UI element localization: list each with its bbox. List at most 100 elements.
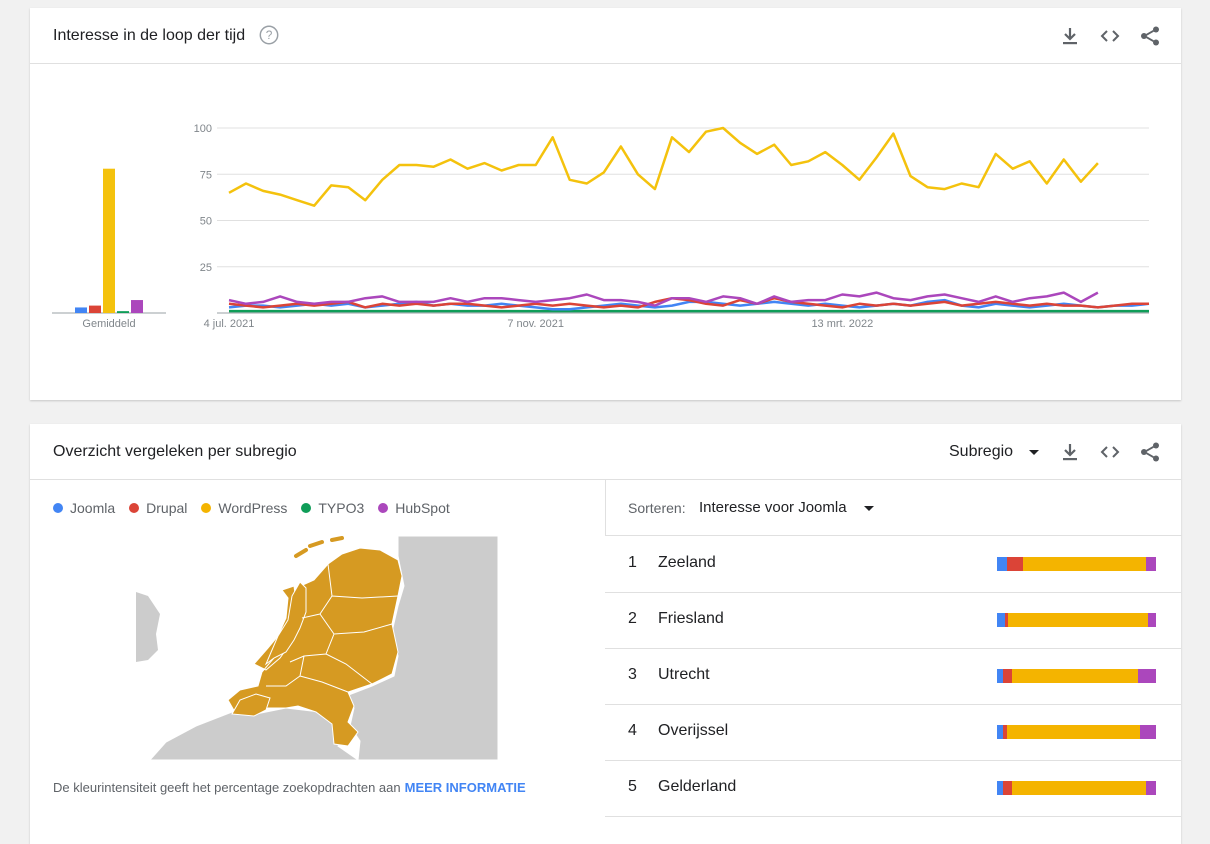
share-segment-joomla <box>997 613 1006 627</box>
region-row[interactable]: 3 Utrecht <box>605 648 1181 705</box>
avg-bar-joomla[interactable] <box>75 307 87 313</box>
interest-chart: 100 75 50 25 4 jul. 2021 7 nov. 2021 13 mrt. 2… <box>52 123 1150 330</box>
share-segment-drupal <box>1003 725 1007 739</box>
share-segment-drupal <box>1005 613 1009 627</box>
map-zeeland <box>231 693 271 717</box>
chevron-down-icon[interactable] <box>1029 450 1039 455</box>
legend-label: Joomla <box>70 500 116 516</box>
download-icon[interactable] <box>1058 440 1082 464</box>
share-segment-hubspot <box>1147 613 1156 627</box>
footnote-text: De kleurintensiteit geeft het percentage… <box>53 780 401 795</box>
map-north-holland <box>264 581 307 666</box>
share-segment-drupal <box>1003 669 1012 683</box>
map-belgium <box>149 707 359 760</box>
more-info-link[interactable]: MEER INFORMATIE <box>404 780 526 795</box>
header-divider <box>30 479 1181 480</box>
share-segment-wordpress <box>1011 669 1139 683</box>
share-segment-wordpress <box>1006 725 1140 739</box>
netherlands-map[interactable] <box>136 536 498 760</box>
region-share-bar <box>997 725 1156 739</box>
series-line-joomla[interactable] <box>228 298 1150 311</box>
region-name: Overijssel <box>658 722 729 739</box>
legend-dot <box>129 503 140 513</box>
avg-label: Gemiddeld <box>82 318 135 330</box>
interest-over-time-card: Interesse in de loop der tijd ? 100 75 50 2… <box>30 8 1181 400</box>
header-divider <box>30 63 1181 64</box>
region-selector[interactable]: Subregio <box>949 443 1013 461</box>
region-rank: 1 <box>628 554 637 571</box>
region-share-bar <box>997 781 1156 795</box>
legend-dot <box>53 503 63 513</box>
legend-label: Drupal <box>146 500 188 516</box>
map-germany <box>345 536 498 760</box>
help-icon[interactable]: ? <box>258 24 280 46</box>
y-tick-label: 50 <box>200 216 212 228</box>
share-segment-wordpress <box>1008 613 1148 627</box>
share-segment-wordpress <box>1011 781 1147 795</box>
region-share-bar <box>997 613 1156 627</box>
series-line-wordpress[interactable] <box>228 126 1099 207</box>
region-share-bar <box>997 669 1156 683</box>
share-segment-hubspot <box>1139 725 1156 739</box>
region-rank: 2 <box>628 610 637 627</box>
series-line-hubspot[interactable] <box>228 291 1099 307</box>
legend-label: TYPO3 <box>318 500 365 516</box>
avg-bar-drupal[interactable] <box>89 305 101 313</box>
subregion-card: Overzicht vergeleken per subregio Subreg… <box>30 424 1182 844</box>
sort-label: Sorteren: <box>628 500 686 516</box>
y-tick-label: 100 <box>194 123 212 135</box>
share-segment-hubspot <box>1138 669 1156 683</box>
share-segment-drupal <box>1003 781 1012 795</box>
region-row[interactable]: 4 Overijssel <box>605 704 1181 761</box>
share-segment-drupal <box>1006 557 1023 571</box>
legend-dot <box>378 503 389 513</box>
x-tick-label: 7 nov. 2021 <box>507 318 564 330</box>
region-rank: 5 <box>628 778 637 795</box>
region-row[interactable]: 5 Gelderland <box>605 760 1181 817</box>
share-segment-wordpress <box>1022 557 1147 571</box>
region-selector-label: Subregio <box>949 443 1014 460</box>
sort-dropdown[interactable]: Interesse voor Joomla <box>699 499 847 516</box>
legend-item-drupal: Drupal <box>129 500 187 516</box>
legend-dot <box>201 503 212 513</box>
avg-bar-hubspot[interactable] <box>131 300 143 313</box>
legend-item-hubspot: HubSpot <box>378 500 450 516</box>
share-segment-joomla <box>997 557 1007 571</box>
x-tick-label: 13 mrt. 2022 <box>811 318 873 330</box>
legend-item-joomla: Joomla <box>53 500 115 516</box>
chevron-down-icon[interactable] <box>864 506 874 511</box>
region-name: Zeeland <box>658 554 716 571</box>
x-tick-label: 4 jul. 2021 <box>204 318 255 330</box>
legend-label: WordPress <box>218 500 288 516</box>
legend-label: HubSpot <box>395 500 450 516</box>
map-footnote: De kleurintensiteit geeft het percentage… <box>53 780 526 795</box>
svg-text:?: ? <box>266 28 273 42</box>
sort-control <box>605 480 1182 536</box>
legend-item-typo3: TYPO3 <box>301 500 364 516</box>
share-icon[interactable] <box>1138 24 1162 48</box>
legend-item-wordpress: WordPress <box>201 500 287 516</box>
card-title-interest: Interesse in de loop der tijd <box>53 27 246 44</box>
avg-bar-wordpress[interactable] <box>103 168 115 313</box>
region-rank: 3 <box>628 666 637 683</box>
legend: Joomla Drupal WordPress TYPO3 HubSpot <box>53 500 450 516</box>
legend-dot <box>301 503 312 513</box>
share-segment-joomla <box>997 781 1004 795</box>
series-line-drupal[interactable] <box>228 296 1149 309</box>
share-icon[interactable] <box>1138 440 1162 464</box>
region-row[interactable]: 2 Friesland <box>605 592 1181 649</box>
region-name: Gelderland <box>658 778 737 795</box>
y-tick-label: 75 <box>200 169 212 181</box>
download-icon[interactable] <box>1058 24 1082 48</box>
share-segment-hubspot <box>1146 781 1156 795</box>
card-title-subregion: Overzicht vergeleken per subregio <box>53 443 297 460</box>
embed-icon[interactable] <box>1098 24 1122 48</box>
y-tick-label: 25 <box>200 262 212 274</box>
share-segment-joomla <box>997 669 1004 683</box>
region-name: Utrecht <box>658 666 710 683</box>
region-share-bar <box>997 557 1156 571</box>
region-row[interactable]: 1 Zeeland <box>605 536 1181 593</box>
avg-bar-typo3[interactable] <box>117 311 129 313</box>
embed-icon[interactable] <box>1098 440 1122 464</box>
region-rank: 4 <box>628 722 637 739</box>
